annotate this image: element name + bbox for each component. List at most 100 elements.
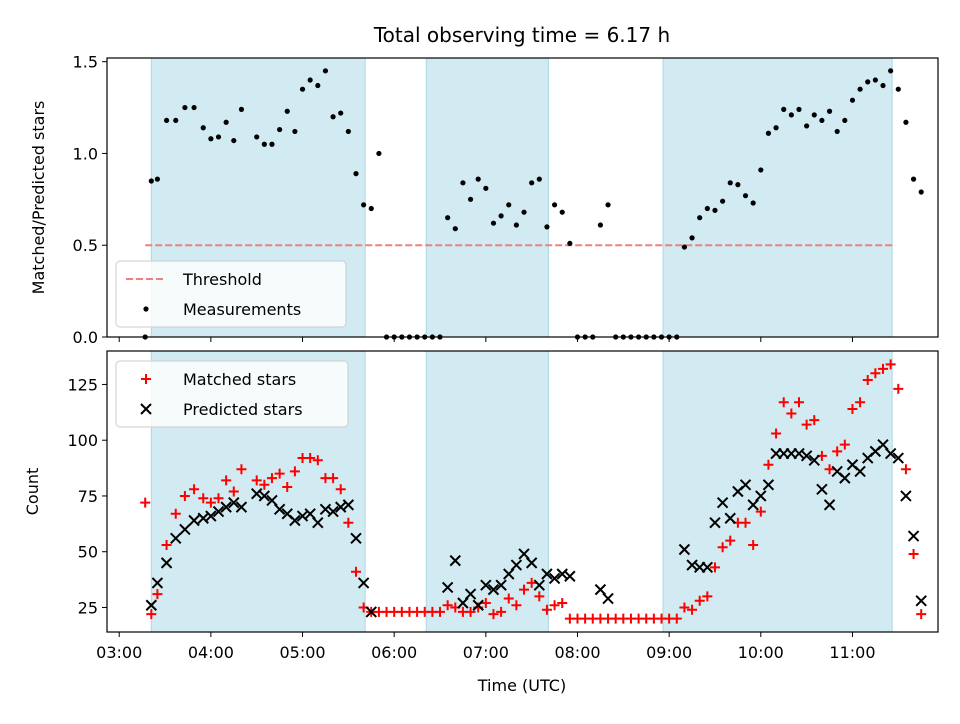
measurement-point — [490, 220, 497, 226]
predicted-star-point — [701, 561, 714, 574]
measurement-point — [467, 196, 474, 202]
matched-star-point — [179, 490, 190, 501]
predicted-star-point — [487, 583, 500, 596]
predicted-star-point — [205, 510, 217, 522]
measurement-point — [483, 185, 489, 191]
predicted-star-point — [709, 517, 721, 529]
measurement-point — [269, 141, 275, 147]
matched-star-point — [763, 459, 774, 470]
predicted-star-point — [495, 579, 507, 591]
y-tick-label: 1.5 — [73, 53, 98, 72]
matched-star-point — [870, 368, 881, 379]
predicted-star-point — [533, 579, 546, 591]
matched-star-point — [228, 486, 239, 497]
measurement-point — [307, 77, 313, 83]
measurement-point — [191, 104, 197, 111]
matched-star-point — [778, 397, 789, 408]
matched-star-point — [916, 609, 927, 620]
predicted-star-point — [907, 530, 920, 542]
y-axis-label: Count — [23, 468, 42, 516]
x-tick-label: 07:00 — [463, 643, 509, 662]
measurement-point — [910, 176, 917, 182]
matched-star-point — [893, 383, 904, 394]
matched-star-point — [140, 497, 151, 508]
matched-star-point — [282, 482, 293, 493]
matched-star-point — [236, 464, 247, 475]
predicted-star-point — [228, 496, 240, 509]
measurement-point — [148, 178, 154, 184]
measurement-point — [529, 180, 535, 186]
measurement-point — [368, 205, 374, 212]
matched-star-point — [496, 606, 507, 617]
matched-star-point — [786, 408, 797, 419]
measurement-point — [597, 222, 604, 228]
predicted-star-point — [548, 572, 561, 585]
matched-star-point — [189, 484, 200, 495]
y-tick-label: 25 — [78, 598, 98, 617]
matched-star-point — [266, 473, 277, 484]
measurement-point — [742, 193, 749, 199]
y-tick-label: 0.0 — [73, 328, 98, 347]
measurement-point — [254, 134, 260, 140]
predicted-star-point — [441, 581, 454, 594]
top-panel: 0.0 0.5 1.0 1.5 Matched/Predicted stars Thres… — [29, 53, 939, 347]
predicted-star-point — [472, 599, 484, 611]
matched-star-point — [748, 540, 759, 551]
measurement-point — [452, 226, 458, 232]
measurement-point — [238, 106, 245, 112]
predicted-star-point — [480, 579, 492, 591]
legend: Threshold Measurements — [115, 260, 347, 328]
legend-box — [115, 360, 349, 428]
matched-star-point — [862, 374, 873, 385]
measurement-point — [849, 97, 856, 103]
measurement-point — [376, 150, 382, 157]
measurement-point — [773, 125, 779, 131]
measurement-point — [842, 117, 848, 124]
matched-star-point — [687, 604, 698, 615]
measurement-point — [322, 68, 329, 74]
predicted-star-point — [220, 501, 232, 513]
predicted-star-point — [678, 543, 691, 556]
measurement-point — [857, 86, 863, 92]
legend-matched-swatch — [141, 374, 151, 384]
predicted-star-point — [724, 512, 736, 524]
measurement-point — [299, 86, 306, 92]
measurement-point — [182, 104, 188, 111]
measurement-point — [261, 141, 267, 147]
matched-star-point — [221, 475, 232, 486]
axes-frame — [106, 350, 939, 633]
measurement-point — [513, 222, 519, 228]
measurement-point — [727, 180, 733, 186]
measurement-point — [551, 202, 558, 208]
matched-star-point — [908, 548, 919, 559]
predicted-star-point — [235, 501, 248, 513]
shaded-span-3 — [662, 57, 893, 338]
matched-star-point — [832, 446, 843, 457]
x-tick-label: 04:00 — [188, 643, 234, 662]
measurement-point — [460, 180, 466, 186]
predicted-star-point — [762, 479, 775, 491]
measurement-point — [506, 202, 512, 208]
predicted-star-point — [839, 472, 851, 484]
matched-star-point — [839, 439, 850, 450]
predicted-star-point — [289, 514, 301, 527]
measurement-point — [712, 207, 718, 213]
measurement-point — [173, 117, 179, 124]
measurement-point — [559, 209, 565, 215]
predicted-star-point — [755, 490, 767, 502]
measurement-point — [498, 213, 504, 219]
measurement-point — [345, 128, 351, 135]
matched-star-point — [335, 484, 346, 495]
matched-star-point — [465, 606, 476, 617]
matched-star-point — [305, 453, 316, 464]
y-tick-label: 125 — [67, 375, 98, 394]
matched-star-point — [488, 609, 499, 620]
axes-frame — [106, 57, 939, 338]
measurement-point — [567, 240, 573, 246]
measurement-point — [804, 123, 810, 129]
x-tick-label: 05:00 — [279, 643, 325, 662]
matched-star-point — [702, 591, 713, 602]
predicted-star-point — [816, 483, 828, 495]
legend-label: Measurements — [183, 300, 301, 319]
y-tick-label: 100 — [67, 431, 98, 450]
